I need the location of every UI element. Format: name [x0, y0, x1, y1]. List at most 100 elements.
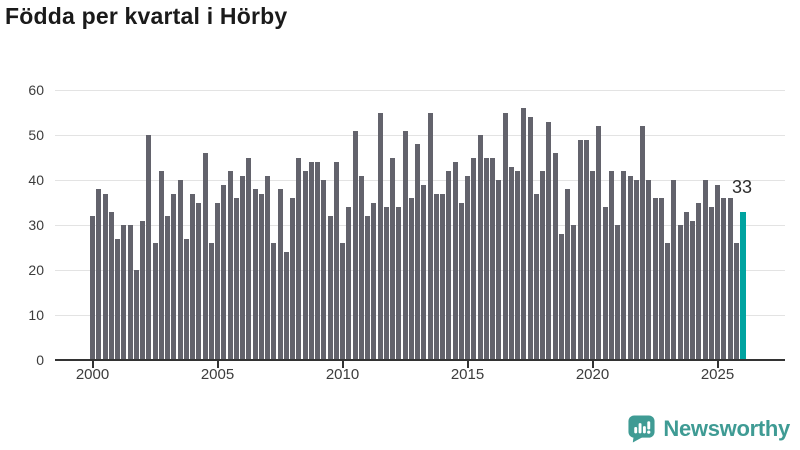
bar — [408, 198, 414, 360]
bar — [146, 135, 152, 360]
bar — [665, 243, 670, 360]
bar — [702, 180, 708, 360]
bar — [421, 184, 427, 360]
bar — [133, 270, 139, 360]
bar — [102, 193, 108, 360]
bar — [465, 175, 470, 360]
bar — [458, 202, 464, 360]
gridline — [55, 269, 785, 271]
bar — [477, 135, 483, 360]
bar — [115, 238, 120, 360]
bar — [277, 189, 283, 360]
bar — [390, 157, 395, 360]
bar — [90, 216, 95, 360]
bar — [208, 243, 214, 360]
bar — [271, 243, 277, 360]
bar — [321, 180, 327, 360]
bar — [283, 252, 289, 360]
bar — [590, 171, 595, 360]
bar — [196, 202, 202, 360]
bar — [252, 189, 258, 360]
bar — [227, 171, 233, 360]
bar — [671, 180, 677, 360]
bar — [346, 207, 352, 360]
x-axis-tick — [341, 361, 344, 368]
bar — [365, 216, 370, 360]
bar — [265, 175, 270, 360]
bar — [583, 139, 589, 360]
x-axis-tick — [216, 361, 219, 368]
gridline — [55, 314, 785, 316]
bar — [152, 243, 158, 360]
bar — [246, 157, 252, 360]
bar — [108, 211, 114, 360]
bar — [571, 225, 577, 360]
bar — [558, 234, 564, 360]
y-axis-tick-label: 60 — [28, 82, 44, 98]
bar — [602, 207, 608, 360]
bar — [440, 193, 445, 360]
bar — [471, 157, 477, 360]
bar — [690, 220, 695, 360]
bar — [233, 198, 239, 360]
bar — [327, 216, 333, 360]
bar — [377, 112, 383, 360]
bar — [521, 108, 527, 360]
bar — [546, 121, 552, 360]
bar — [715, 184, 720, 360]
bar — [696, 202, 702, 360]
x-axis-tick-label: 2020 — [575, 366, 610, 383]
newsworthy-logo[interactable]: Newsworthy — [627, 414, 790, 443]
gridline — [55, 224, 785, 226]
bar — [358, 175, 364, 360]
x-axis-tick-label: 2015 — [450, 366, 485, 383]
x-axis-tick-label: 2010 — [325, 366, 360, 383]
bar — [308, 162, 314, 360]
bar — [577, 139, 583, 360]
bar — [240, 175, 245, 360]
bar — [371, 202, 377, 360]
bar — [427, 112, 433, 360]
bar — [646, 180, 652, 360]
bar — [415, 144, 420, 360]
y-axis-tick-label: 0 — [36, 352, 44, 368]
bar — [96, 189, 102, 360]
bar — [565, 189, 570, 360]
bar — [483, 157, 489, 360]
bar — [446, 171, 452, 360]
x-axis-tick — [591, 361, 594, 368]
bar — [165, 216, 170, 360]
y-axis-tick-label: 30 — [28, 217, 44, 233]
bar — [708, 207, 714, 360]
x-axis-tick-label: 2005 — [200, 366, 235, 383]
bar — [502, 112, 508, 360]
bar — [290, 198, 295, 360]
gridline — [55, 89, 785, 91]
gridline — [55, 134, 785, 136]
bar — [608, 171, 614, 360]
bar — [540, 171, 545, 360]
bar — [333, 162, 339, 360]
bar — [352, 130, 358, 360]
x-axis-tick — [716, 361, 719, 368]
x-axis-tick — [91, 361, 94, 368]
bar — [508, 166, 514, 360]
y-axis-tick-label: 40 — [28, 172, 44, 188]
bar — [121, 225, 127, 360]
chart-title: Födda per kvartal i Hörby — [5, 3, 288, 29]
bar — [315, 162, 320, 360]
bar — [296, 157, 302, 360]
bar — [215, 202, 220, 360]
last-value-label: 33 — [731, 177, 753, 197]
bar — [496, 180, 502, 360]
bar — [127, 225, 133, 360]
bar — [615, 225, 620, 360]
x-axis-tick — [466, 361, 469, 368]
bar — [158, 171, 164, 360]
bar — [733, 243, 739, 360]
bar — [533, 193, 539, 360]
bar — [721, 198, 727, 360]
bar — [658, 198, 664, 360]
